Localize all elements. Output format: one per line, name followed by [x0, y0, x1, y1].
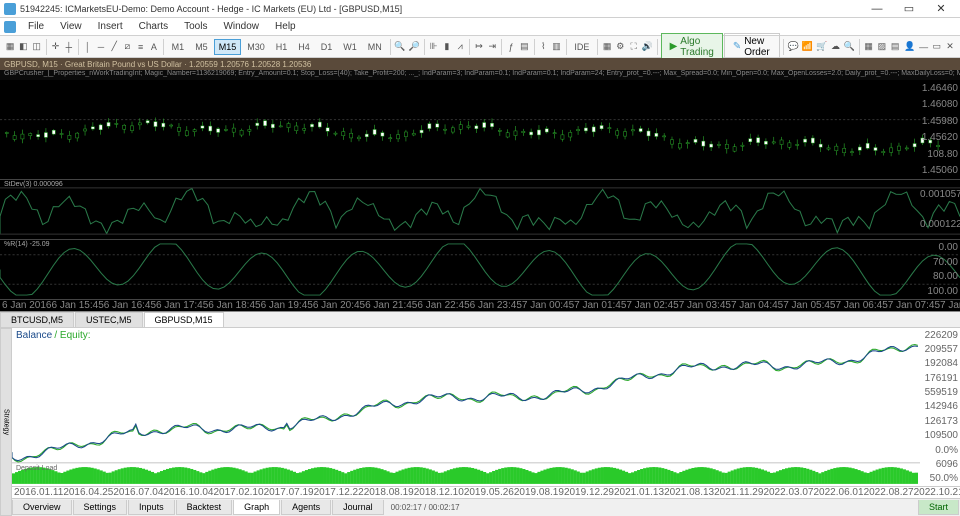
crosshair-icon[interactable]: ┼ — [63, 38, 75, 56]
ide-icon[interactable]: IDE — [569, 38, 594, 56]
toolbar: ▦ ◧ ◫ ✛ ┼ │ ─ ╱ ⧄ ≡ A M1M5M15M30H1H4D1W1… — [0, 36, 960, 58]
equity-date-axis: 2016.01.112016.04.252016.07.042016.10.04… — [12, 486, 960, 498]
candle-chart-icon[interactable]: ▮ — [441, 38, 453, 56]
chart-tab-ustecm5[interactable]: USTEC,M5 — [75, 312, 143, 327]
strategy-tester-vtab[interactable]: Strategy — [0, 328, 12, 516]
wpr-label: %R(14) -25.09 — [4, 241, 50, 248]
tester-tab-overview[interactable]: Overview — [12, 500, 72, 515]
account-icon[interactable]: 👤 — [903, 38, 916, 56]
cursor-icon[interactable]: ✛ — [49, 38, 61, 56]
timeframe-m15[interactable]: M15 — [214, 39, 242, 55]
sound-icon[interactable]: 🔊 — [641, 38, 654, 56]
chart-tab-gbpusdm15[interactable]: GBPUSD,M15 — [144, 312, 224, 327]
chart-ea-info: GBPCrusher_[_Properties_nWorkTradingInt;… — [0, 70, 960, 80]
chart-max-icon[interactable]: ▭ — [931, 38, 943, 56]
menu-tools[interactable]: Tools — [176, 19, 215, 34]
tester-tab-journal[interactable]: Journal — [332, 500, 384, 515]
chart-close-icon[interactable]: ✕ — [944, 38, 956, 56]
chart-min-icon[interactable]: ― — [917, 38, 929, 56]
menu-charts[interactable]: Charts — [131, 19, 176, 34]
timeframe-m1[interactable]: M1 — [167, 39, 190, 55]
timeframe-h4[interactable]: H4 — [293, 39, 315, 55]
zoom-in-icon[interactable]: 🔍 — [393, 38, 406, 56]
algo-trading-button[interactable]: ▶Algo Trading — [661, 33, 723, 61]
timeframe-w1[interactable]: W1 — [338, 39, 362, 55]
bar-chart-icon[interactable]: ⊪ — [428, 38, 440, 56]
chart-window[interactable]: GBPUSD, M15 · Great Britain Pound vs US … — [0, 58, 960, 312]
menu-insert[interactable]: Insert — [90, 19, 131, 34]
equity-axis: 2262092095571920841761915595191429461261… — [920, 328, 960, 486]
tester-tab-backtest[interactable]: Backtest — [176, 500, 233, 515]
tester-tab-agents[interactable]: Agents — [281, 500, 331, 515]
shift-icon[interactable]: ↦ — [473, 38, 485, 56]
market-icon[interactable]: 🛒 — [815, 38, 828, 56]
vline-icon[interactable]: │ — [82, 38, 94, 56]
templates-icon[interactable]: ▤ — [518, 38, 530, 56]
strategy-tester-icon[interactable]: ▦ — [601, 38, 613, 56]
equi-icon[interactable]: ⧄ — [121, 38, 133, 56]
window-title: 51942245: ICMarketsEU-Demo: Demo Account… — [20, 4, 862, 14]
timeframe-mn[interactable]: MN — [363, 39, 387, 55]
equity-header: Balance / Equity: — [16, 330, 91, 341]
new-chart-icon[interactable]: ▦ — [4, 38, 16, 56]
menu-window[interactable]: Window — [215, 19, 267, 34]
cascade-icon[interactable]: ▨ — [876, 38, 888, 56]
maximize-button[interactable]: ▭ — [894, 1, 924, 17]
tester-tab-inputs[interactable]: Inputs — [128, 500, 175, 515]
timeframe-d1[interactable]: D1 — [316, 39, 338, 55]
options-icon[interactable]: ⚙ — [614, 38, 626, 56]
autoscroll-icon[interactable]: ⇥ — [486, 38, 498, 56]
minimize-button[interactable]: ― — [862, 1, 892, 17]
chart-header: GBPUSD, M15 · Great Britain Pound vs US … — [0, 58, 960, 70]
price-axis: 1.464601.460801.459801.45620108.801.4506… — [920, 80, 960, 179]
fibo-icon[interactable]: ≡ — [135, 38, 147, 56]
menu-app-icon — [4, 21, 16, 33]
wpr-axis: 0.0070.0080.00100.00 — [920, 240, 960, 299]
hline-icon[interactable]: ─ — [95, 38, 107, 56]
timeframe-m30[interactable]: M30 — [242, 39, 270, 55]
stdev-label: StDev(3) 0.000096 — [4, 181, 63, 188]
profile-icon[interactable]: ◧ — [17, 38, 29, 56]
chart-tab-btcusdm5[interactable]: BTCUSD,M5 — [0, 312, 74, 327]
stdev-indicator-pane[interactable]: StDev(3) 0.000096 0.0010570.000122 — [0, 180, 960, 240]
depth-icon[interactable]: ▥ — [550, 38, 562, 56]
new-order-button[interactable]: ✎New Order — [724, 33, 780, 61]
vps-icon[interactable]: ☁ — [829, 38, 841, 56]
deposit-load-label: Deposit Load — [16, 465, 57, 472]
menu-view[interactable]: View — [52, 19, 90, 34]
indicators-icon[interactable]: ƒ — [505, 38, 517, 56]
menubar: FileViewInsertChartsToolsWindowHelp — [0, 18, 960, 36]
chart-time-axis: 6 Jan 20166 Jan 15:456 Jan 16:456 Jan 17… — [0, 300, 960, 312]
line-chart-icon[interactable]: ⩘ — [454, 38, 466, 56]
equity-chart[interactable]: Balance / Equity: 2262092095571920841761… — [12, 328, 960, 486]
price-chart-pane[interactable]: 1.464601.460801.459801.45620108.801.4506… — [0, 80, 960, 180]
tester-elapsed-time: 00:02:17 / 00:02:17 — [385, 503, 466, 512]
tile-icon[interactable]: ▦ — [862, 38, 874, 56]
arrange-icon[interactable]: ▤ — [889, 38, 901, 56]
zoom-out-icon[interactable]: 🔎 — [408, 38, 421, 56]
text-icon[interactable]: A — [148, 38, 160, 56]
tester-start-button[interactable]: Start — [918, 500, 959, 515]
tick-icon[interactable]: ⌇ — [537, 38, 549, 56]
tester-tab-settings[interactable]: Settings — [73, 500, 128, 515]
chat-icon[interactable]: 💬 — [787, 38, 800, 56]
tester-tab-graph[interactable]: Graph — [233, 500, 280, 515]
timeframe-m5[interactable]: M5 — [190, 39, 213, 55]
close-button[interactable]: ✕ — [926, 1, 956, 17]
menu-file[interactable]: File — [20, 19, 52, 34]
chart-tabs: BTCUSD,M5USTEC,M5GBPUSD,M15 — [0, 312, 960, 328]
titlebar: 51942245: ICMarketsEU-Demo: Demo Account… — [0, 0, 960, 18]
stdev-axis: 0.0010570.000122 — [920, 180, 960, 239]
signals-icon[interactable]: 📶 — [801, 38, 814, 56]
app-icon — [4, 3, 16, 15]
market-watch-icon[interactable]: ◫ — [31, 38, 43, 56]
trendline-icon[interactable]: ╱ — [108, 38, 120, 56]
strategy-tester-panel: Strategy Balance / Equity: 2262092095571… — [0, 328, 960, 516]
menu-help[interactable]: Help — [267, 19, 304, 34]
wpr-indicator-pane[interactable]: %R(14) -25.09 0.0070.0080.00100.00 — [0, 240, 960, 300]
search-icon[interactable]: 🔍 — [843, 38, 856, 56]
tester-tabs: OverviewSettingsInputsBacktestGraphAgent… — [12, 498, 960, 516]
timeframe-h1[interactable]: H1 — [271, 39, 293, 55]
fullscreen-icon[interactable]: ⛶ — [627, 38, 639, 56]
